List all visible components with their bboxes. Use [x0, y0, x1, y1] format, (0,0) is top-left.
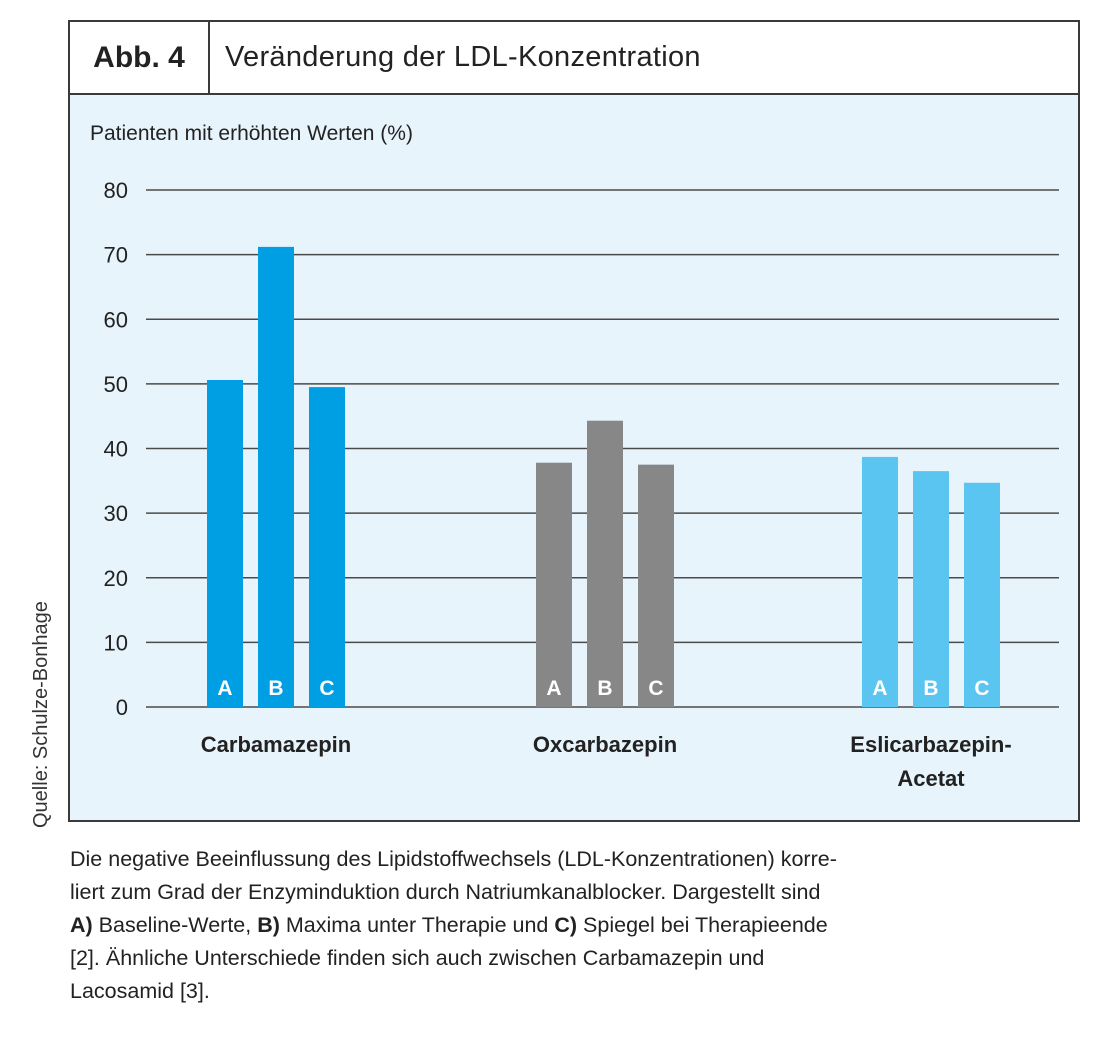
x-category-label: Oxcarbazepin [533, 732, 677, 757]
x-category-labels: Carbamazepin Oxcarbazepin Eslicarbazepin- A… [201, 732, 1012, 791]
bar-eslicarbazepin-acetat-c [964, 482, 1000, 707]
bar-letter-label: B [923, 677, 938, 700]
y-tick-label: 30 [104, 501, 128, 526]
y-tick-label: 40 [104, 437, 128, 462]
y-tick-label: 80 [104, 178, 128, 203]
bar-carbamazepin-b [258, 246, 294, 707]
bar-letter-label: C [974, 677, 989, 700]
caption-key-a: A) [70, 913, 93, 937]
figure-caption: Die negative Beeinflussung des Lipidstof… [70, 843, 1070, 1008]
caption-line-3: A) Baseline-Werte, B) Maxima unter Thera… [70, 909, 1070, 942]
x-category-label: Acetat [897, 766, 965, 791]
figure-label: Abb. 4 [70, 22, 210, 93]
caption-key-c: C) [554, 913, 578, 937]
y-tick-labels: 0 10 20 30 40 50 60 70 80 [104, 178, 128, 720]
caption-line-1: Die negative Beeinflussung des Lipidstof… [70, 847, 837, 871]
figure-titlebar: Abb. 4 Veränderung der LDL-Konzentration [70, 22, 1078, 95]
y-tick-label: 60 [104, 307, 128, 332]
caption-text-a: Baseline-Werte, [92, 913, 258, 937]
bar-letter-label: C [648, 677, 663, 700]
bar-letter-label: C [319, 677, 334, 700]
y-tick-label: 50 [104, 372, 128, 397]
y-tick-label: 0 [116, 695, 128, 720]
caption-key-b: B) [257, 913, 280, 937]
bar-letter-label: B [268, 677, 283, 700]
bar-letter-label: A [546, 677, 561, 700]
bar-chart: 0 10 20 30 40 50 60 70 80 A B C A B C A B C Carbamazepin… [104, 178, 1059, 791]
bar-eslicarbazepin-acetat-a [862, 456, 898, 707]
bar-eslicarbazepin-acetat-b [913, 471, 949, 707]
y-axis-title: Patienten mit erhöhten Werten (%) [90, 122, 413, 145]
bar-letter-label: A [872, 677, 887, 700]
bar-carbamazepin-c [309, 387, 345, 707]
bar-oxcarbazepin-c [638, 464, 674, 707]
bar-letter-label: A [217, 677, 232, 700]
caption-text-c: Spiegel bei Therapieende [577, 913, 828, 937]
caption-line-4: [2]. Ähnliche Unterschiede finden sich a… [70, 946, 765, 970]
bar-oxcarbazepin-b [587, 420, 623, 707]
caption-line-5: Lacosamid [3]. [70, 979, 210, 1003]
x-category-label: Carbamazepin [201, 732, 351, 757]
y-tick-label: 20 [104, 566, 128, 591]
bar-carbamazepin-a [207, 379, 243, 707]
bar-letter-label: B [597, 677, 612, 700]
bar-oxcarbazepin-a [536, 462, 572, 707]
caption-line-2: liert zum Grad der Enzyminduktion durch … [70, 880, 821, 904]
figure-title: Veränderung der LDL-Konzentration [225, 41, 701, 73]
y-tick-label: 10 [104, 630, 128, 655]
x-category-label: Eslicarbazepin- [850, 732, 1011, 757]
y-tick-label: 70 [104, 243, 128, 268]
caption-text-b: Maxima unter Therapie und [279, 913, 555, 937]
